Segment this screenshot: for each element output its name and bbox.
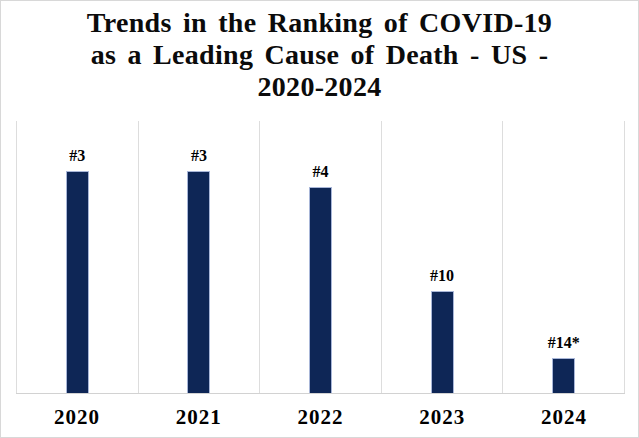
chart-title-line-3: 2020-2024 [1,71,638,103]
bar-value-label-2022: #4 [312,164,328,180]
x-axis-label-2022: 2022 [260,402,382,432]
bar-2024 [552,358,575,393]
plot-area: #3 #3 #4 #10 #14* [16,121,625,394]
bar-2023 [431,291,454,393]
plot-column-2024: #14* [502,121,625,393]
plot-column-2020: #3 [16,121,138,393]
bar-2020 [66,171,89,393]
bar-value-label-2021: #3 [191,148,207,164]
x-axis-label-2021: 2021 [138,402,260,432]
x-axis-label-2020: 2020 [16,402,138,432]
x-axis: 2020 2021 2022 2023 2024 [16,402,625,432]
bar-stack-2021: #3 [139,148,260,393]
bar-2022 [309,187,332,393]
bar-stack-2023: #10 [382,268,503,393]
chart-canvas: Trends in the Ranking of COVID-19 as a L… [0,0,639,438]
bar-stack-2024: #14* [503,335,624,393]
chart-title-line-1: Trends in the Ranking of COVID-19 [1,7,638,39]
plot-column-2023: #10 [381,121,503,393]
bar-value-label-2023: #10 [430,268,454,284]
bar-value-label-2024: #14* [548,335,580,351]
bar-2021 [187,171,210,393]
x-axis-label-2023: 2023 [381,402,503,432]
x-axis-label-2024: 2024 [503,402,625,432]
plot-column-2022: #4 [259,121,381,393]
chart-title-line-2: as a Leading Cause of Death - US - [1,39,638,71]
bar-value-label-2020: #3 [69,148,85,164]
plot-column-2021: #3 [138,121,260,393]
bar-stack-2022: #4 [260,164,381,393]
chart-title: Trends in the Ranking of COVID-19 as a L… [1,7,638,103]
bar-stack-2020: #3 [17,148,138,393]
